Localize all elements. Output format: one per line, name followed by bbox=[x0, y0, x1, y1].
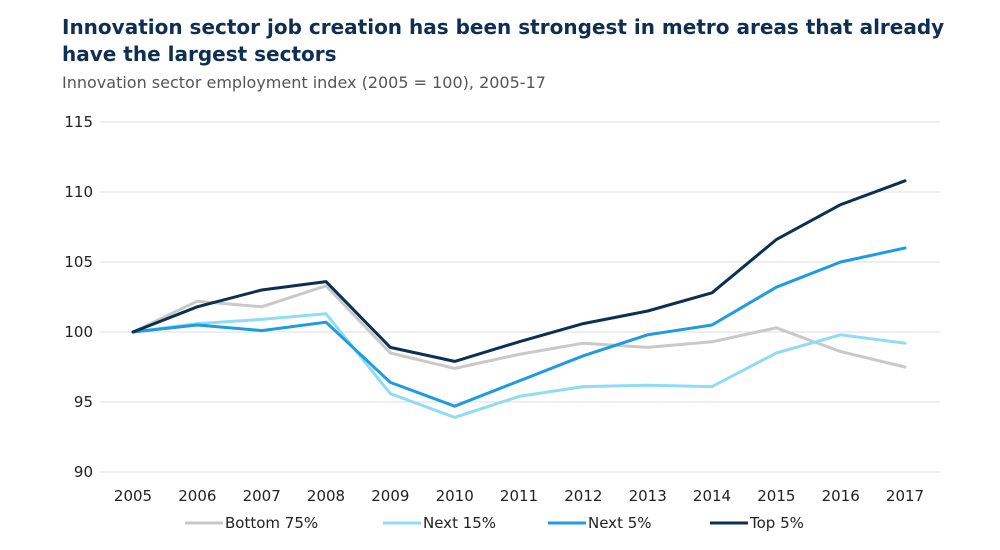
y-tick-label: 105 bbox=[64, 253, 93, 271]
legend-label-top-5: Top 5% bbox=[749, 514, 804, 532]
legend: Bottom 75% Next 15% Next 5% Top 5% bbox=[185, 514, 804, 532]
y-tick-label: 100 bbox=[64, 323, 93, 341]
x-tick-label: 2012 bbox=[564, 487, 602, 505]
series-line-next-15 bbox=[131, 312, 907, 419]
x-tick-label: 2007 bbox=[243, 487, 281, 505]
legend-label-bottom-75: Bottom 75% bbox=[225, 514, 318, 532]
y-tick-label: 110 bbox=[64, 183, 93, 201]
x-tick-label: 2005 bbox=[114, 487, 152, 505]
x-tick-label: 2009 bbox=[371, 487, 409, 505]
y-tick-label: 90 bbox=[74, 463, 93, 481]
x-axis: 2005 2006 2007 2008 2009 2010 2011 2012 2013 2014… bbox=[114, 487, 924, 505]
x-tick-label: 2014 bbox=[693, 487, 731, 505]
y-axis: 90 95 100 105 110 115 bbox=[64, 113, 93, 481]
x-tick-label: 2017 bbox=[886, 487, 924, 505]
series-line-bottom-75 bbox=[131, 284, 907, 370]
series-lines bbox=[131, 179, 907, 419]
x-tick-label: 2006 bbox=[178, 487, 216, 505]
y-tick-label: 115 bbox=[64, 113, 93, 131]
x-tick-label: 2010 bbox=[436, 487, 474, 505]
series-line-next-5 bbox=[131, 246, 907, 408]
y-tick-label: 95 bbox=[74, 393, 93, 411]
x-tick-label: 2011 bbox=[500, 487, 538, 505]
x-tick-label: 2013 bbox=[629, 487, 667, 505]
chart-title: Innovation sector job creation has been … bbox=[62, 15, 945, 66]
series-line-top-5 bbox=[131, 179, 907, 363]
legend-label-next-5: Next 5% bbox=[588, 514, 652, 532]
legend-label-next-15: Next 15% bbox=[423, 514, 496, 532]
chart-subtitle: Innovation sector employment index (2005… bbox=[62, 73, 546, 92]
gridlines bbox=[100, 121, 940, 473]
x-tick-label: 2015 bbox=[757, 487, 795, 505]
x-tick-label: 2016 bbox=[822, 487, 860, 505]
x-tick-label: 2008 bbox=[307, 487, 345, 505]
